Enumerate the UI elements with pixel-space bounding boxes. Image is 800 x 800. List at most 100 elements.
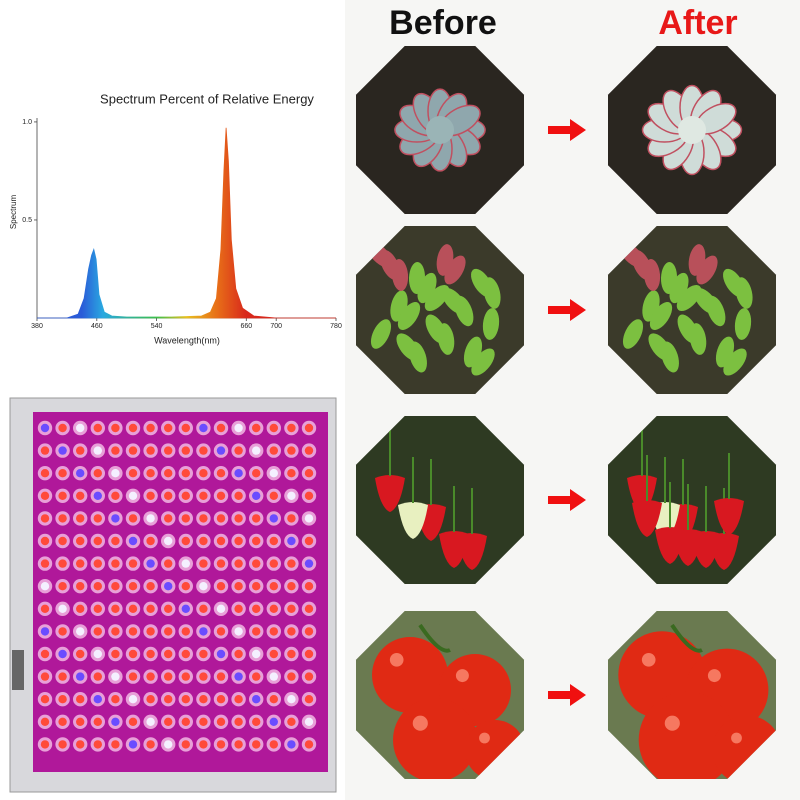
led-core bbox=[146, 672, 155, 681]
led-core bbox=[304, 559, 314, 568]
highlight bbox=[389, 652, 404, 667]
led-core bbox=[128, 491, 138, 500]
leaf bbox=[678, 116, 706, 144]
led-core bbox=[304, 491, 314, 500]
highlight bbox=[412, 715, 428, 731]
led-core bbox=[146, 423, 155, 433]
led-core bbox=[216, 695, 226, 704]
led-core bbox=[287, 446, 296, 455]
led-core bbox=[164, 514, 173, 523]
led-core bbox=[164, 536, 173, 546]
led-core bbox=[304, 469, 314, 478]
led-core bbox=[58, 604, 67, 613]
photo bbox=[394, 88, 486, 172]
led-core bbox=[111, 649, 120, 659]
leaf bbox=[696, 255, 718, 285]
led-core bbox=[199, 627, 208, 636]
led-core bbox=[304, 582, 314, 591]
led-core bbox=[252, 717, 261, 726]
led-core bbox=[181, 446, 190, 455]
led-core bbox=[164, 627, 173, 636]
led-core bbox=[111, 740, 120, 749]
led-core bbox=[76, 559, 85, 568]
led-core bbox=[128, 536, 138, 546]
led-core bbox=[93, 695, 103, 704]
led-core bbox=[111, 423, 120, 433]
led-core bbox=[76, 740, 85, 749]
led-core bbox=[199, 423, 208, 433]
led-core bbox=[164, 649, 173, 659]
led-core bbox=[234, 717, 243, 726]
led-core bbox=[252, 740, 261, 749]
led-core bbox=[111, 559, 120, 568]
led-core bbox=[181, 582, 190, 591]
led-core bbox=[164, 446, 173, 455]
led-core bbox=[199, 604, 208, 613]
led-core bbox=[93, 536, 103, 546]
led-core bbox=[164, 717, 173, 726]
photo bbox=[367, 242, 501, 376]
led-core bbox=[181, 717, 190, 726]
led-core bbox=[128, 649, 138, 659]
led-core bbox=[216, 649, 226, 659]
led-core bbox=[164, 469, 173, 478]
led-core bbox=[181, 740, 190, 749]
led-core bbox=[304, 740, 314, 749]
led-core bbox=[146, 469, 155, 478]
leaf bbox=[483, 277, 501, 309]
led-core bbox=[234, 514, 243, 523]
led-core bbox=[76, 695, 85, 704]
tomato bbox=[638, 691, 736, 779]
led-core bbox=[93, 469, 103, 478]
leaf bbox=[424, 284, 450, 312]
led-core bbox=[304, 672, 314, 681]
led-core bbox=[40, 717, 50, 726]
led-core bbox=[164, 740, 173, 749]
led-core bbox=[199, 491, 208, 500]
led-core bbox=[93, 582, 103, 591]
led-core bbox=[234, 559, 243, 568]
led-core bbox=[40, 672, 50, 681]
photos bbox=[356, 46, 776, 779]
led-core bbox=[93, 514, 103, 523]
spectrum-area bbox=[37, 127, 336, 319]
x-tick-label: 780 bbox=[330, 323, 342, 330]
led-core bbox=[146, 446, 155, 455]
leaf bbox=[471, 348, 495, 376]
led-core bbox=[216, 514, 226, 523]
led-core bbox=[181, 536, 190, 546]
led-core bbox=[111, 672, 120, 681]
led-core bbox=[234, 740, 243, 749]
led-core bbox=[216, 604, 226, 613]
photo bbox=[641, 84, 743, 176]
led-core bbox=[111, 717, 120, 726]
strawberry bbox=[714, 498, 744, 535]
led-core bbox=[58, 559, 67, 568]
led-core bbox=[40, 423, 50, 433]
strawberry bbox=[398, 502, 428, 539]
led-core bbox=[269, 446, 278, 455]
leaf bbox=[735, 277, 753, 309]
highlight bbox=[641, 652, 656, 667]
led-core bbox=[93, 446, 103, 455]
led-core bbox=[287, 491, 296, 500]
leaf bbox=[676, 284, 702, 312]
led-core bbox=[40, 604, 50, 613]
led-core bbox=[199, 446, 208, 455]
led-core bbox=[164, 672, 173, 681]
led-core bbox=[128, 627, 138, 636]
led-core bbox=[234, 649, 243, 659]
led-core bbox=[164, 491, 173, 500]
led-core bbox=[164, 695, 173, 704]
highlight bbox=[479, 732, 490, 744]
led-core bbox=[234, 604, 243, 613]
led-core bbox=[269, 514, 278, 523]
led-core bbox=[58, 695, 67, 704]
led-core bbox=[76, 514, 85, 523]
led-core bbox=[128, 672, 138, 681]
led-core bbox=[164, 559, 173, 568]
led-core bbox=[40, 469, 50, 478]
led-core bbox=[287, 717, 296, 726]
led-core bbox=[111, 536, 120, 546]
led-core bbox=[58, 491, 67, 500]
